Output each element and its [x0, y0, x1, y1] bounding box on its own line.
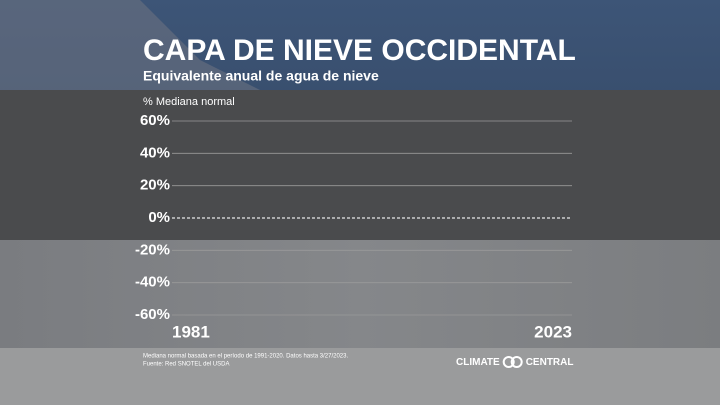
- chart-subtitle: Equivalente anual de agua de nieve: [143, 68, 379, 84]
- y-tick-label: 20%: [140, 177, 170, 194]
- logo-text-left: CLIMATE CENTRAL: [456, 357, 573, 368]
- x-tick-label: 1981: [172, 322, 210, 341]
- note: Mediana normal basada en el período de 1…: [143, 354, 348, 360]
- y-axis-label: % Mediana normal: [143, 96, 235, 108]
- y-tick-label: -60%: [135, 306, 170, 323]
- logo: CLIMATE CENTRAL: [456, 357, 573, 368]
- y-tick-label: -20%: [135, 241, 170, 258]
- y-tick-label: 60%: [140, 112, 170, 129]
- source: Fuente: Red SNOTEL del USDA: [143, 362, 229, 368]
- logo-ring: [502, 356, 515, 368]
- y-tick-label: -40%: [135, 274, 170, 291]
- overlay-dark: [0, 90, 720, 240]
- footer-band: [0, 348, 720, 405]
- mountain: [0, 0, 260, 90]
- y-tick-label: 0%: [148, 209, 170, 226]
- x-tick-label: 2023: [534, 322, 572, 341]
- y-tick-label: 40%: [140, 144, 170, 161]
- logo-ring: [510, 356, 523, 368]
- overlay-light: [0, 240, 720, 348]
- chart-title: CAPA DE NIEVE OCCIDENTAL: [143, 34, 576, 67]
